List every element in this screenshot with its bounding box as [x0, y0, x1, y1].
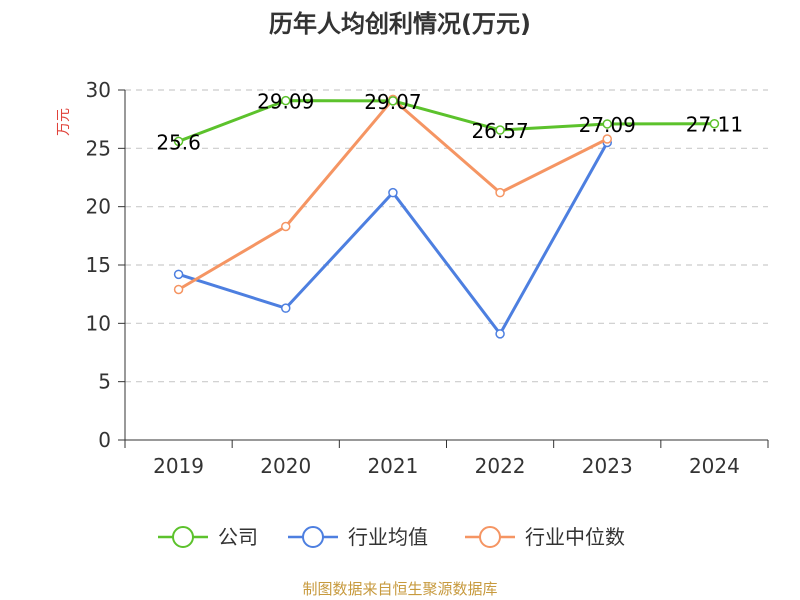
- x-tick-label: 2023: [582, 454, 633, 478]
- data-label: 29.09: [257, 90, 314, 114]
- data-label: 29.07: [364, 90, 421, 114]
- y-tick-label: 0: [98, 428, 111, 452]
- data-point: [173, 269, 184, 280]
- data-point: [173, 136, 184, 147]
- data-labels: 25.6 29.09 29.07 26.57 27.09 27.11: [156, 90, 743, 155]
- data-point: [173, 284, 184, 295]
- legend: 公司 行业均值 行业中位数: [158, 525, 625, 549]
- data-point: [495, 187, 505, 198]
- series-lines: [173, 94, 720, 339]
- data-point: [495, 329, 505, 339]
- source-note: 制图数据来自恒生聚源数据库: [302, 580, 497, 598]
- data-point: [388, 187, 398, 198]
- legend-label: 行业中位数: [525, 525, 625, 549]
- legend-swatch-marker: [479, 526, 501, 548]
- data-label: 26.57: [471, 119, 528, 143]
- data-point: [602, 119, 612, 129]
- chart-title: 历年人均创利情况(万元): [269, 10, 531, 38]
- y-tick-label: 15: [86, 253, 111, 277]
- x-tick-label: 2022: [475, 454, 526, 478]
- legend-label: 公司: [218, 525, 258, 549]
- x-tick-label: 2020: [260, 454, 311, 478]
- data-point: [281, 95, 291, 106]
- data-point: [281, 303, 291, 313]
- data-label: 27.11: [686, 113, 743, 137]
- data-point: [281, 221, 291, 232]
- y-tick-label: 25: [86, 136, 111, 160]
- x-tick-label: 2024: [689, 454, 740, 478]
- legend-swatch-marker: [172, 526, 194, 548]
- series-line: [178, 99, 715, 143]
- legend-swatch-marker: [302, 526, 324, 548]
- data-point: [602, 134, 612, 144]
- y-tick-label: 5: [98, 370, 111, 394]
- grid-lines: [125, 89, 768, 383]
- y-tick-label: 30: [86, 78, 111, 102]
- data-point: [388, 96, 398, 106]
- y-tick-label: 10: [86, 311, 111, 335]
- x-tick-label: 2021: [367, 454, 418, 478]
- data-label: 27.09: [579, 113, 636, 137]
- data-label: 25.6: [156, 130, 201, 154]
- axes: 0 5 10 15 20 25 30 2019 2020 2021 2022 2023 2024: [86, 78, 769, 478]
- data-point: [709, 118, 720, 129]
- legend-label: 行业均值: [348, 525, 428, 549]
- data-point: [495, 125, 505, 135]
- y-axis-label: 万元: [56, 108, 72, 136]
- y-tick-label: 20: [86, 195, 111, 219]
- x-tick-label: 2019: [153, 454, 204, 478]
